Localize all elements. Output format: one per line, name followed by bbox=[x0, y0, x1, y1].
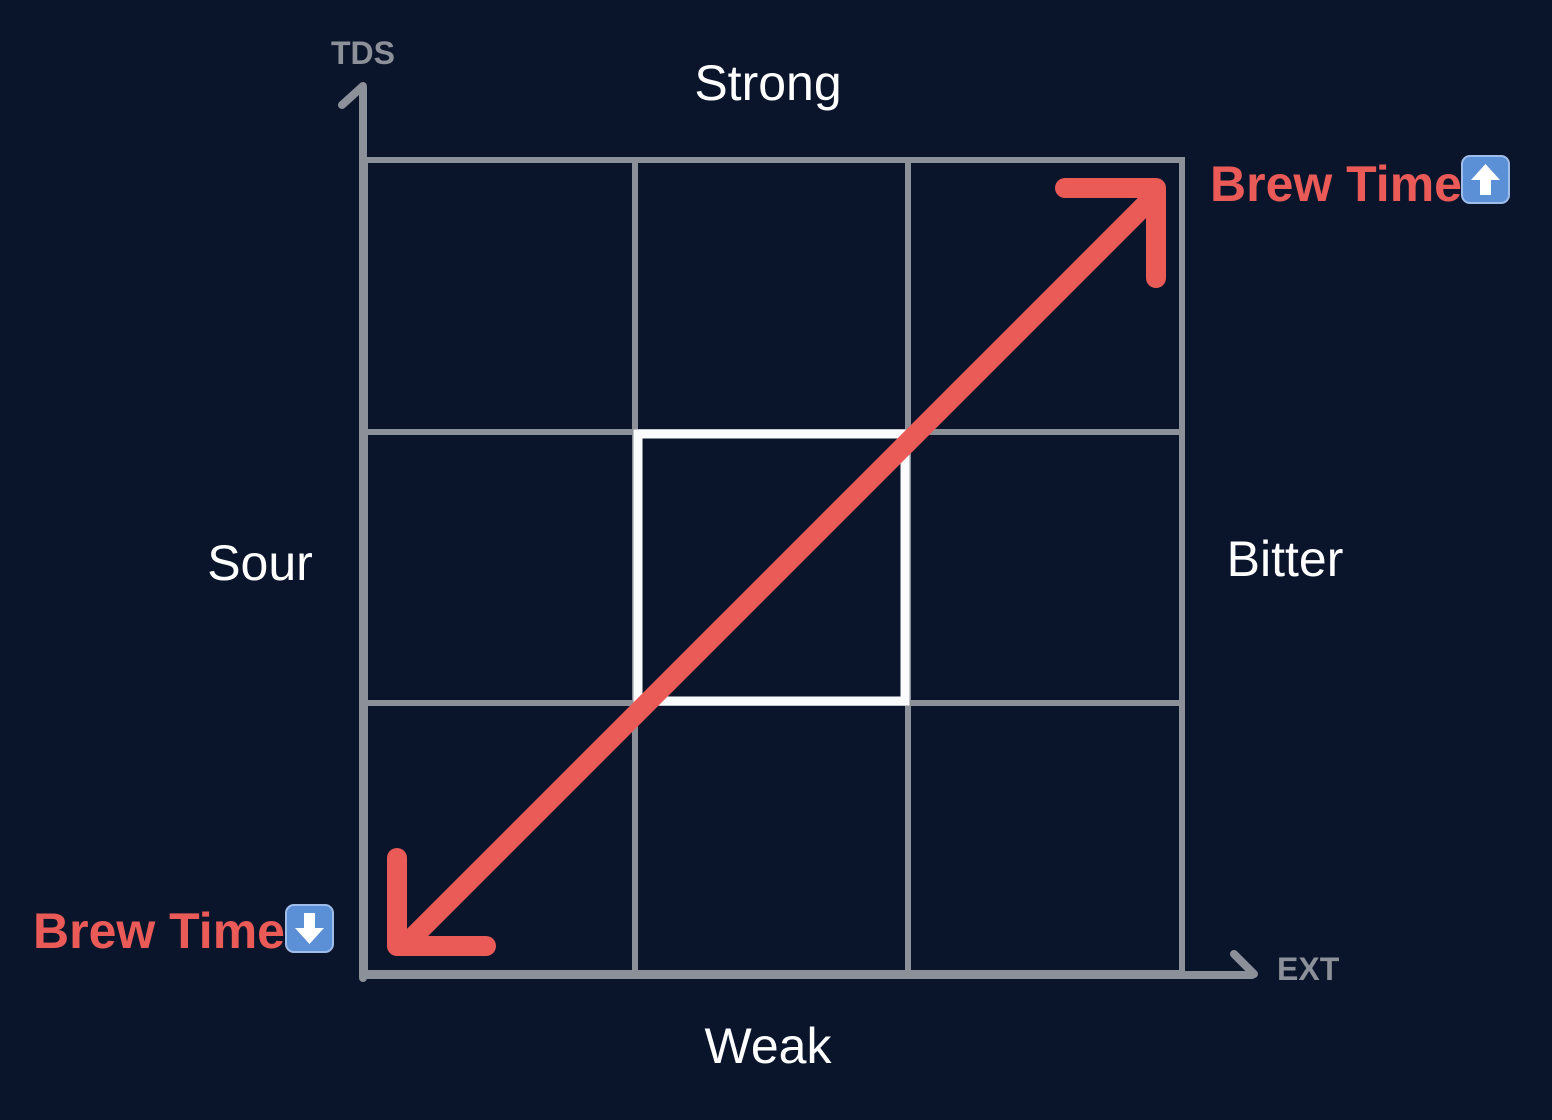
brew-time-down-annotation: Brew Time bbox=[33, 903, 334, 959]
arrow-down-emoji-icon bbox=[285, 904, 334, 953]
brew-time-arrow bbox=[387, 178, 1166, 956]
x-axis-label: EXT bbox=[1277, 951, 1340, 987]
region-label-right: Bitter bbox=[1227, 531, 1344, 587]
brew-time-arrow-shaft bbox=[398, 193, 1157, 952]
region-label-bottom: Weak bbox=[705, 1018, 833, 1074]
region-label-left: Sour bbox=[207, 535, 313, 591]
ideal-zone-highlight bbox=[633, 429, 910, 706]
x-axis-arrowhead-icon bbox=[1230, 950, 1258, 978]
arrow-up-right-head-icon bbox=[1055, 178, 1166, 288]
arrow-down-left-head-icon bbox=[387, 848, 496, 956]
y-axis-label: TDS bbox=[331, 35, 395, 71]
brew-time-up-annotation: Brew Time bbox=[1210, 155, 1510, 212]
axes bbox=[338, 82, 1258, 982]
brew-time-down-label: Brew Time bbox=[33, 903, 285, 959]
region-label-top: Strong bbox=[694, 55, 841, 111]
arrow-up-emoji-icon bbox=[1461, 155, 1510, 204]
y-axis-arrowhead-icon bbox=[338, 82, 367, 109]
brew-time-up-label: Brew Time bbox=[1210, 156, 1462, 212]
